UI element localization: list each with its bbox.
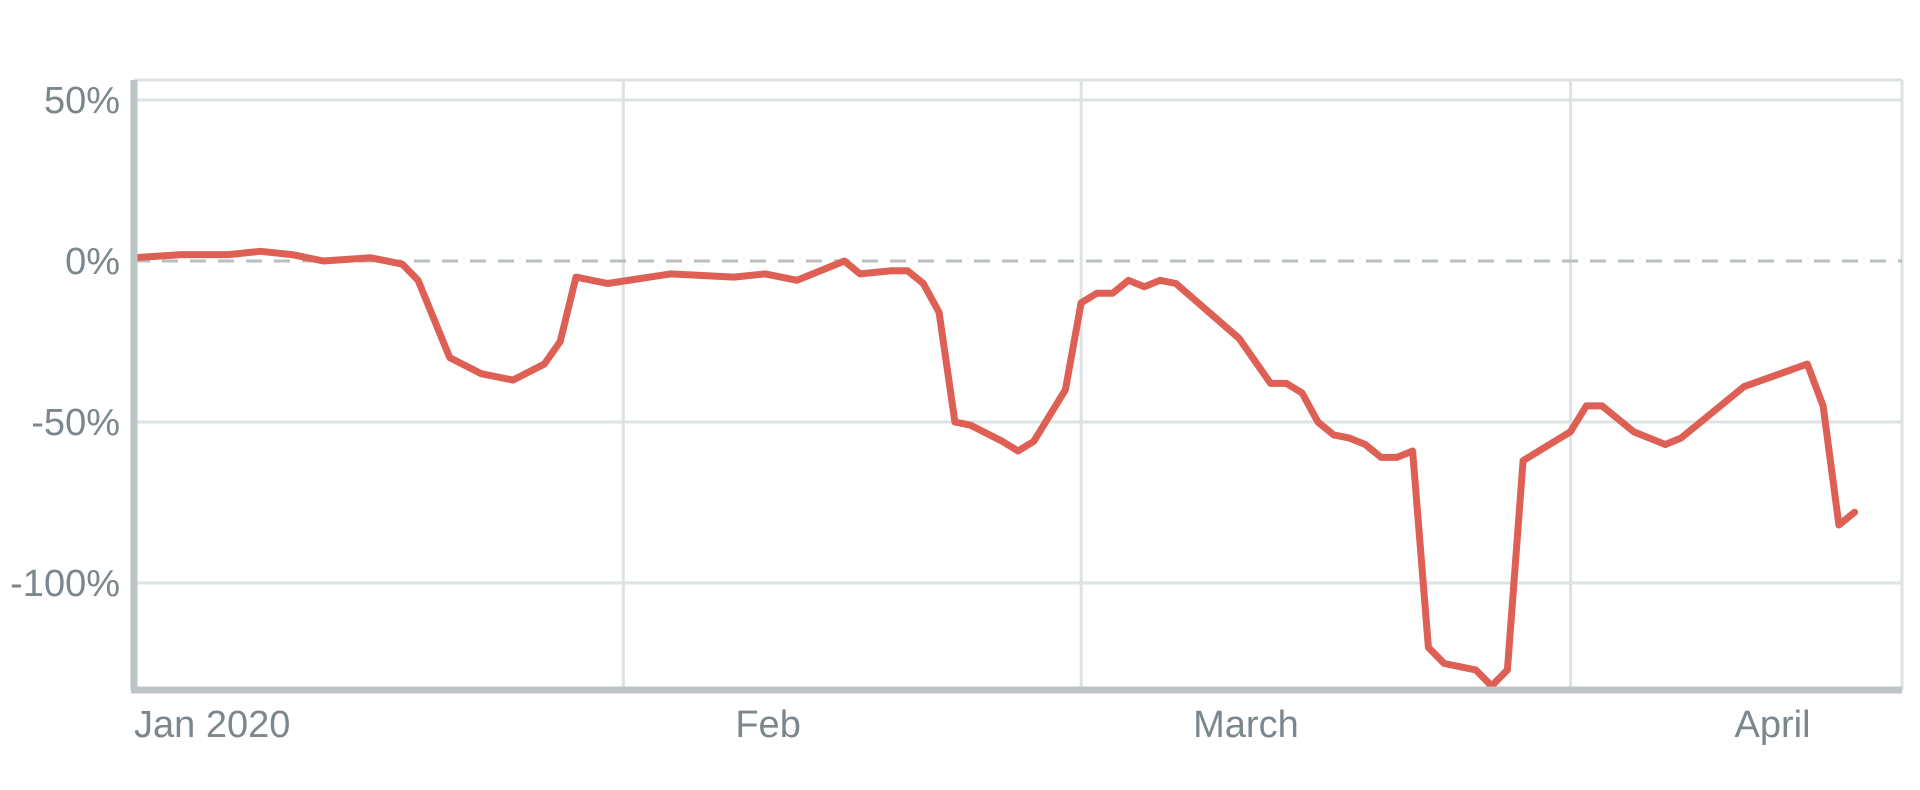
x-tick-label: Feb bbox=[735, 704, 800, 746]
series-line bbox=[130, 247, 1859, 690]
y-tick-label: 50% bbox=[44, 80, 120, 122]
series-group bbox=[130, 247, 1859, 690]
x-tick-label: April bbox=[1735, 704, 1811, 746]
x-tick-label: March bbox=[1193, 704, 1299, 746]
y-tick-label: -50% bbox=[31, 402, 120, 444]
y-tick-label: -100% bbox=[10, 563, 120, 605]
grid bbox=[134, 78, 1904, 690]
tick-labels: 50% 0% -50% -100% Jan 2020 Feb March April bbox=[10, 80, 1810, 746]
x-tick-label: Jan 2020 bbox=[134, 704, 290, 746]
axes bbox=[130, 80, 1902, 694]
y-tick-label: 0% bbox=[65, 241, 120, 283]
